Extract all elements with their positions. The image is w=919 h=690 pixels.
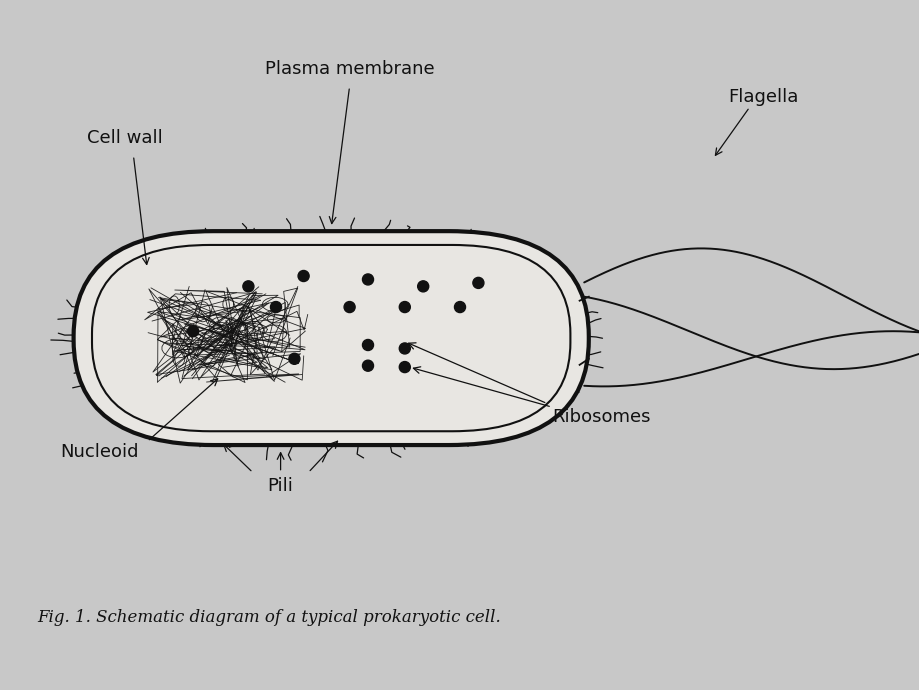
Ellipse shape [289, 353, 300, 364]
Ellipse shape [344, 302, 355, 313]
Text: Plasma membrane: Plasma membrane [265, 60, 434, 78]
Ellipse shape [298, 270, 309, 282]
Ellipse shape [362, 339, 373, 351]
Text: Cell wall: Cell wall [87, 129, 163, 147]
Ellipse shape [243, 281, 254, 292]
Ellipse shape [362, 360, 373, 371]
Ellipse shape [417, 281, 428, 292]
Ellipse shape [472, 277, 483, 288]
Ellipse shape [270, 302, 281, 313]
Text: Flagella: Flagella [728, 88, 798, 106]
Text: Ribosomes: Ribosomes [551, 408, 650, 426]
Text: Pili: Pili [267, 477, 293, 495]
Ellipse shape [362, 274, 373, 285]
Ellipse shape [399, 302, 410, 313]
Text: Nucleoid: Nucleoid [60, 443, 138, 461]
Text: Fig. 1. Schematic diagram of a typical prokaryotic cell.: Fig. 1. Schematic diagram of a typical p… [37, 609, 500, 626]
Ellipse shape [399, 343, 410, 354]
Ellipse shape [399, 362, 410, 373]
Ellipse shape [187, 326, 199, 337]
Ellipse shape [454, 302, 465, 313]
FancyBboxPatch shape [74, 231, 588, 445]
